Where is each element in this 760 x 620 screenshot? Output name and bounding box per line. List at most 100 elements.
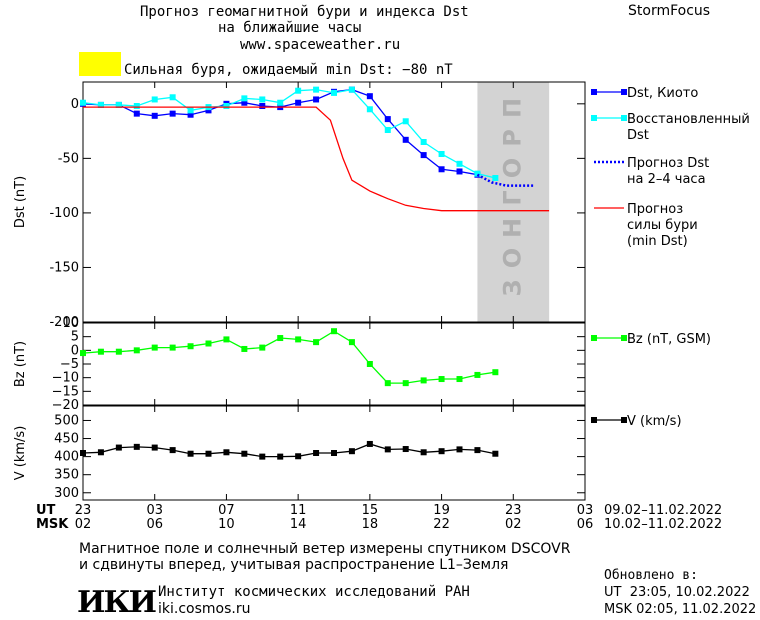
data-point <box>187 343 194 350</box>
data-point <box>133 347 140 354</box>
data-point <box>348 339 355 346</box>
brand-name: StormFocus <box>628 3 711 19</box>
data-point <box>420 152 427 159</box>
legend-marker <box>621 335 627 341</box>
institute-url[interactable]: iki.cosmos.ru <box>158 601 251 617</box>
y-tick-label: −15 <box>52 384 79 399</box>
data-point <box>80 350 86 357</box>
x-tick-label-ut: 23 <box>75 503 92 518</box>
data-point <box>384 127 391 133</box>
legend-label: Dst <box>627 128 649 143</box>
data-point <box>438 448 445 455</box>
data-point <box>348 86 355 93</box>
x-tick-label-ut: 03 <box>577 503 594 518</box>
data-point <box>402 446 409 453</box>
forecast-label-letter: Н <box>498 218 526 238</box>
y-axis-label: V (km/s) <box>13 426 28 481</box>
legend-marker <box>591 115 597 121</box>
forecast-label-letter: З <box>498 279 526 296</box>
data-point <box>331 450 337 456</box>
data-point <box>169 344 176 351</box>
data-point <box>223 103 230 109</box>
series-line <box>82 443 496 458</box>
legend-label: силы бури <box>627 218 698 233</box>
data-point <box>474 170 481 177</box>
forecast-label-letter: П <box>498 98 526 118</box>
legend-label: Восстановленный <box>627 112 750 127</box>
series-line <box>82 330 496 384</box>
data-point <box>151 112 158 119</box>
data-point <box>474 371 481 378</box>
data-point <box>474 447 481 454</box>
x-tick-label-msk: 02 <box>75 517 92 532</box>
y-tick-label: −10 <box>52 371 79 386</box>
data-point <box>456 376 463 383</box>
x-tick-label-msk: 22 <box>433 517 450 532</box>
institute-name: Институт космических исследований РАН <box>158 584 470 600</box>
series-line <box>82 88 496 179</box>
x-tick-label-msk: 06 <box>577 517 594 532</box>
legend-label: на 2–4 часа <box>627 172 706 187</box>
legend-label: Dst, Киото <box>627 86 698 101</box>
legend-marker <box>591 335 597 341</box>
data-point <box>80 450 86 456</box>
x-tick-label-msk: 02 <box>505 517 522 532</box>
data-point <box>420 377 427 384</box>
data-point <box>295 99 302 106</box>
data-point <box>438 166 445 173</box>
data-point <box>151 444 158 451</box>
data-point <box>259 344 266 351</box>
data-point <box>402 118 409 125</box>
data-point <box>295 87 302 94</box>
y-axis-label: Dst (nT) <box>13 176 28 228</box>
x-tick-label-ut: 11 <box>290 503 307 518</box>
legend-label: (min Dst) <box>627 234 688 249</box>
y-tick-label: 10 <box>62 316 79 331</box>
y-tick-label: -200 <box>49 315 79 330</box>
x-axis-msk-label: MSK <box>36 517 69 532</box>
site-url[interactable]: www.spaceweather.ru <box>240 37 401 53</box>
data-point <box>133 443 140 450</box>
data-point <box>438 151 445 157</box>
data-point <box>456 160 463 167</box>
forecast-label-letter: Г <box>498 190 526 205</box>
chart-title-line1: Прогноз геомагнитной бури и индекса Dst <box>140 4 469 20</box>
updated-label: Обновлено в: <box>604 568 698 583</box>
data-point <box>205 450 212 457</box>
data-point <box>187 450 194 457</box>
data-point <box>187 107 194 114</box>
data-point <box>259 453 266 460</box>
data-point <box>115 444 122 451</box>
legend-label: Прогноз <box>627 202 683 217</box>
y-tick-label: 5 <box>71 330 79 345</box>
panel-frame <box>82 322 586 406</box>
legend-marker <box>621 89 627 95</box>
series-line <box>83 106 550 212</box>
data-point <box>151 344 158 351</box>
data-point <box>456 168 463 175</box>
data-point <box>366 440 373 447</box>
iki-logo: ИКИ <box>77 585 157 620</box>
legend-marker <box>621 115 627 121</box>
footer-note-line2: и сдвинуты вперед, учитывая распростране… <box>79 557 509 573</box>
x-axis-ut-label: UT <box>36 503 56 518</box>
data-point <box>348 448 355 455</box>
data-point <box>259 103 266 109</box>
y-tick-label: 350 <box>54 468 79 483</box>
data-point <box>295 453 302 460</box>
x-tick-label-ut: 23 <box>505 503 522 518</box>
legend-marker <box>591 417 597 423</box>
data-point <box>97 449 104 456</box>
data-point <box>331 89 337 96</box>
y-tick-label: 0 <box>71 343 79 358</box>
data-point <box>366 106 373 113</box>
legend-marker <box>591 89 597 95</box>
forecast-region <box>477 82 550 322</box>
data-point <box>133 110 140 117</box>
data-point <box>241 345 248 352</box>
data-point <box>384 446 391 453</box>
updated-ut: UT 23:05, 10.02.2022 <box>604 585 750 600</box>
data-point <box>384 116 391 123</box>
data-point <box>223 449 230 456</box>
y-tick-label: 300 <box>54 486 79 501</box>
